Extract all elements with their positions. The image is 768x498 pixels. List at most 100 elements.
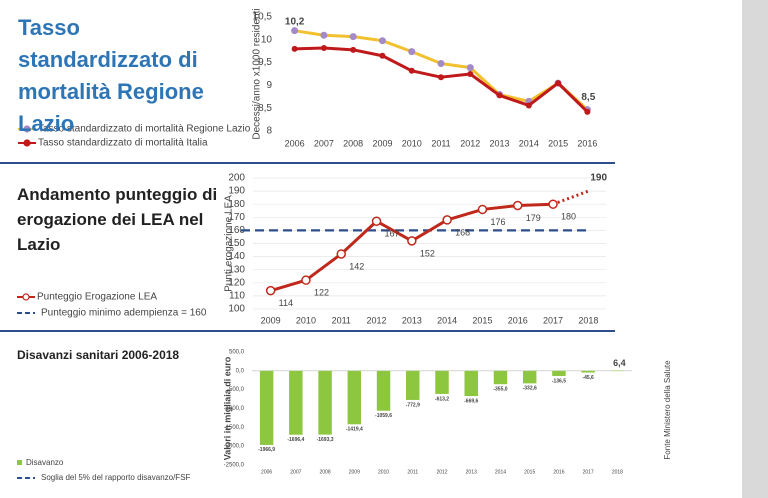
data-label: 8,5 — [581, 92, 595, 103]
line-segment — [305, 252, 343, 282]
legend-label: Tasso standardizzato di mortalità Region… — [38, 124, 251, 135]
legend-label: Disavanzo — [26, 458, 64, 467]
x-tick-label: 2016 — [508, 315, 528, 325]
point — [379, 52, 386, 59]
data-label: -332,6 — [523, 386, 537, 392]
line-segment — [294, 46, 324, 51]
x-tick-label: 2006 — [261, 469, 272, 475]
line-segment — [381, 54, 413, 73]
bar — [406, 370, 420, 400]
point — [371, 216, 382, 226]
data-label: -1059,6 — [375, 413, 392, 419]
x-tick-label: 2014 — [519, 138, 539, 148]
x-tick-label: 2011 — [332, 315, 351, 325]
x-tick-label: 2009 — [349, 469, 360, 475]
point — [378, 37, 386, 45]
x-tick-label: 2009 — [372, 138, 392, 148]
legend-label: Soglia del 5% del rapporto disavanzo/FSF — [41, 473, 191, 482]
point — [584, 108, 591, 115]
y-tick-label: 120 — [228, 277, 245, 288]
data-label: 179 — [526, 213, 541, 223]
data-label: 114 — [279, 298, 293, 308]
bar — [610, 370, 625, 372]
line-segment — [352, 48, 383, 58]
point — [291, 45, 298, 52]
x-tick-label: 2007 — [314, 138, 334, 148]
x-tick-label: 2011 — [431, 138, 450, 148]
legend-label: Tasso standardizzato di mortalità Italia — [38, 138, 208, 149]
point — [291, 27, 299, 35]
y-tick-label: 500,0 — [229, 350, 245, 356]
line-segment — [517, 202, 554, 208]
line-segment — [352, 35, 383, 43]
x-tick-label: 2018 — [612, 469, 623, 475]
data-label: -613,2 — [435, 396, 449, 402]
bar — [347, 370, 362, 425]
data-label: 176 — [490, 217, 505, 227]
point — [438, 74, 444, 81]
line-segment — [270, 278, 307, 293]
x-tick-label: 2010 — [296, 315, 316, 325]
x-tick-label: 2016 — [577, 138, 597, 148]
data-label: 190 — [590, 173, 607, 184]
point — [525, 102, 532, 109]
point — [437, 60, 445, 68]
y-axis-label: Punti erogazione LEA — [224, 195, 235, 292]
y-tick-label: 8,5 — [258, 103, 272, 114]
line-segment — [557, 82, 589, 113]
point — [265, 285, 276, 296]
x-tick-label: 2015 — [472, 315, 492, 325]
bar — [552, 370, 566, 376]
x-tick-label: 2008 — [343, 138, 363, 148]
data-label: -1696,4 — [287, 437, 304, 443]
x-tick-label: 2017 — [543, 315, 563, 325]
line-segment — [411, 69, 442, 79]
bar — [464, 370, 478, 397]
y-tick-label: 9 — [266, 80, 272, 91]
y-tick-label: 10 — [261, 34, 273, 45]
x-tick-label: 2015 — [548, 138, 568, 148]
x-tick-label: 2017 — [583, 469, 594, 475]
source-note: Fonte Ministero della Salute — [663, 360, 672, 460]
point — [320, 31, 328, 39]
data-label: 168 — [455, 227, 470, 237]
point — [301, 275, 311, 285]
x-tick-label: 2014 — [437, 315, 457, 325]
x-tick-label: 2012 — [367, 315, 387, 325]
legend-label: Punteggio minimo adempienza = 160 — [41, 308, 207, 319]
line-segment — [440, 72, 471, 79]
point — [555, 80, 562, 87]
y-tick-label: 0,0 — [236, 368, 245, 374]
point — [442, 215, 452, 225]
line-segment — [482, 204, 518, 211]
data-label: -136,5 — [552, 378, 566, 384]
line-segment — [527, 81, 560, 107]
line-segment — [340, 220, 378, 256]
x-tick-label: 2006 — [285, 138, 305, 148]
data-label: -355,0 — [493, 387, 507, 393]
point — [336, 249, 346, 259]
legend-swatch — [23, 139, 31, 147]
legend-swatch — [23, 125, 31, 133]
y-axis-label: Valori in migliaia di euro — [222, 356, 232, 460]
line-segment — [552, 189, 589, 206]
legend-swatch — [17, 460, 22, 465]
legend-label: Punteggio Erogazione LEA — [37, 292, 157, 303]
data-label: 122 — [314, 288, 329, 298]
x-tick-label: 2013 — [402, 315, 422, 325]
y-tick-label: 110 — [229, 291, 245, 302]
bar — [581, 370, 595, 373]
x-tick-label: 2010 — [402, 138, 422, 148]
y-tick-label: -1500,0 — [224, 425, 245, 431]
line-segment — [375, 219, 413, 243]
bar — [318, 370, 332, 435]
x-tick-label: 2012 — [460, 138, 480, 148]
chart-title: Tasso standardizzato di mortalità Region… — [18, 15, 204, 136]
line-segment — [381, 39, 413, 54]
x-tick-label: 2015 — [524, 469, 535, 475]
y-tick-label: 150 — [228, 238, 245, 249]
x-tick-label: 2007 — [290, 469, 301, 475]
x-tick-label: 2012 — [436, 469, 447, 475]
x-tick-label: 2010 — [378, 469, 389, 475]
